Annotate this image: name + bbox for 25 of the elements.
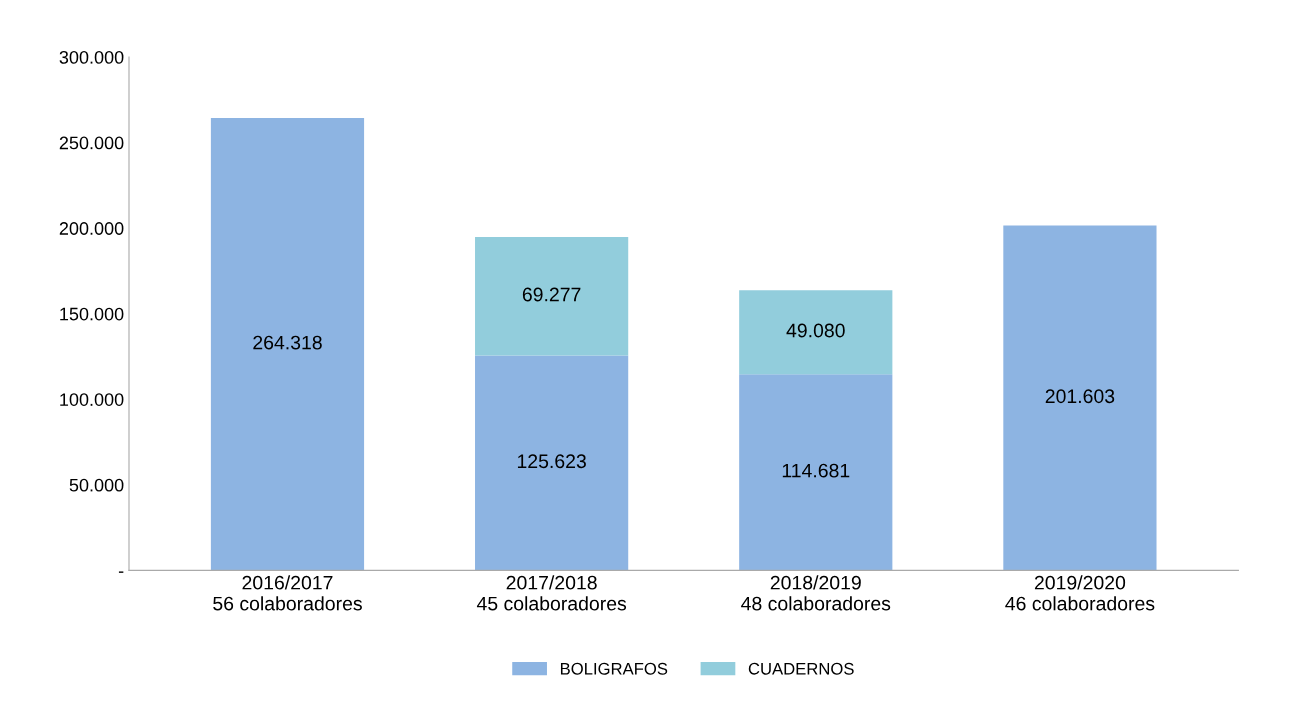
y-tick-label: 100.000	[60, 393, 124, 406]
data-label: 69.277	[522, 287, 581, 302]
y-tick-label: 50.000	[69, 478, 124, 492]
x-tick-label: 2016/2017 56 colaboradores	[213, 575, 362, 611]
y-tick-label: -	[118, 571, 124, 573]
bar	[475, 355, 629, 571]
bar	[739, 290, 893, 375]
x-tick-label: 2017/2018 45 colaboradores	[476, 575, 627, 611]
bar	[1003, 225, 1157, 571]
legend-label: CUADERNOS	[748, 662, 854, 675]
bar	[739, 374, 893, 571]
data-label: 264.318	[253, 335, 322, 350]
legend-label: BOLIGRAFOS	[560, 662, 668, 675]
data-label: 125.623	[517, 454, 586, 469]
x-tick-label: 2018/2019 48 colaboradores	[741, 575, 891, 611]
bar	[210, 118, 365, 571]
data-label: 114.681	[782, 463, 850, 478]
y-tick-label: 200.000	[59, 222, 124, 235]
x-tick-label: 2019/2020 46 colaboradores	[1005, 575, 1155, 611]
y-tick-label: 250.000	[59, 136, 124, 150]
data-label: 49.080	[786, 323, 845, 338]
y-tick-label: 150.000	[60, 307, 124, 321]
bar	[475, 236, 629, 356]
data-label: 201.603	[1045, 389, 1115, 404]
y-tick-label: 300.000	[59, 50, 124, 64]
